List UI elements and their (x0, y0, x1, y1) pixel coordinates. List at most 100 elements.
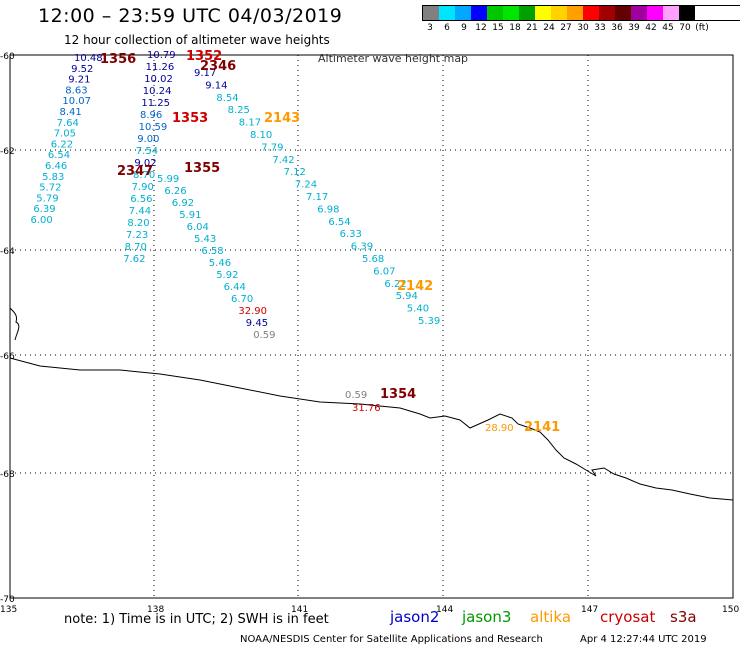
wave-height-value: 0.59 (253, 330, 275, 341)
wave-height-value: 8.96 (140, 110, 162, 121)
lat-tick-label: -60 (0, 52, 15, 62)
legend-swatch (663, 6, 679, 20)
legend-swatch (599, 6, 615, 20)
wave-height-value: 5.43 (194, 234, 216, 245)
grid-lines (10, 55, 733, 598)
legend-label: 45 (662, 23, 674, 33)
wave-height-value: 5.39 (418, 316, 440, 327)
wave-height-value: 7.90 (132, 182, 154, 193)
wave-height-value: 8.20 (127, 218, 149, 229)
legend-swatch (439, 6, 455, 20)
wave-height-value: 7.79 (261, 142, 283, 153)
wave-height-value: 32.90 (238, 306, 267, 317)
legend-swatch (647, 6, 663, 20)
legend-swatch (519, 6, 535, 20)
wave-height-value: 7.12 (284, 167, 306, 178)
wave-height-value: 9.45 (246, 318, 268, 329)
legend-label: 24 (543, 23, 555, 33)
timestamp-text: Apr 4 12:27:44 UTC 2019 (580, 634, 707, 645)
lon-tick-label: 138 (147, 605, 164, 615)
wave-height-values: 10.489.529.218.6310.078.417.647.056.226.… (31, 50, 514, 434)
wave-height-value: 10.02 (144, 74, 173, 85)
wave-height-value: 7.42 (272, 155, 294, 166)
coastline (9, 307, 734, 501)
legend-label: 39 (628, 23, 640, 33)
lat-tick-label: -70 (0, 595, 15, 605)
credit-text: NOAA/NESDIS Center for Satellite Applica… (240, 634, 543, 645)
legend-swatches (422, 5, 740, 21)
wave-height-value: 5.91 (179, 210, 201, 221)
wave-height-value: 6.04 (187, 222, 209, 233)
wave-height-value: 8.17 (239, 118, 261, 129)
coastline-main (9, 357, 734, 501)
legend-swatch (551, 6, 567, 20)
pass-id-label: 2346 (200, 59, 236, 74)
wave-height-value: 7.05 (54, 129, 76, 140)
frame-border (9, 54, 734, 599)
legend-label: 36 (611, 23, 623, 33)
wave-height-value: 8.54 (216, 93, 238, 104)
wave-height-value: 6.07 (373, 266, 395, 277)
wave-height-value: 5.68 (362, 254, 384, 265)
wave-height-value: 8.10 (250, 130, 272, 141)
pass-id-label: 2141 (524, 420, 560, 435)
legend-swatch (567, 6, 583, 20)
lon-tick-label: 141 (291, 605, 308, 615)
lat-tick-label: -64 (0, 247, 15, 257)
wave-height-value: 8.70 (125, 242, 147, 253)
wave-height-value: 6.92 (172, 198, 194, 209)
lat-tick-label: -62 (0, 147, 15, 157)
wave-height-value: 7.54 (136, 146, 158, 157)
wave-height-value: 6.58 (201, 246, 223, 257)
wave-height-value: 10.24 (143, 86, 172, 97)
wave-height-value: 31.76 (352, 403, 381, 414)
wave-height-value: 6.39 (351, 242, 373, 253)
wave-height-value: 10.59 (139, 122, 168, 133)
wave-height-value: 6.54 (328, 217, 350, 228)
pass-id-label: 2142 (397, 279, 433, 294)
wave-height-value: 9.52 (71, 64, 93, 75)
wave-height-value: 7.44 (129, 206, 151, 217)
legend-swatch (487, 6, 503, 20)
wave-height-value: 11.26 (146, 62, 175, 73)
wave-height-value: 7.17 (306, 192, 328, 203)
satellite-name: jason2 (390, 608, 440, 626)
legend-swatch (455, 6, 471, 20)
wave-height-value: 9.00 (137, 134, 159, 145)
legend-label: 15 (492, 23, 504, 33)
satellite-name: jason3 (462, 608, 512, 626)
wave-height-value: 7.24 (295, 180, 317, 191)
lat-tick-label: -68 (0, 470, 15, 480)
wave-height-value: 8.70 (133, 170, 155, 181)
lon-tick-label: 150 (722, 605, 739, 615)
legend-label: 12 (475, 23, 487, 33)
wave-height-value: 5.79 (36, 193, 58, 204)
wave-height-value: 6.39 (33, 204, 55, 215)
wave-height-value: 5.40 (407, 304, 429, 315)
legend-label: 6 (444, 23, 450, 33)
pass-id-label: 1354 (380, 387, 416, 402)
wave-height-value: 8.41 (60, 107, 82, 118)
wave-height-value: 11.25 (141, 98, 170, 109)
lat-tick-label: -66 (0, 352, 15, 362)
wave-height-value: 9.17 (194, 68, 216, 79)
pass-id-label: 2143 (264, 111, 300, 126)
wave-height-value: 5.83 (42, 172, 64, 183)
color-legend: 3 6 9 12 15 18 21 24 27 30 33 36 39 42 45 70 (ft) (422, 5, 740, 35)
legend-label: 9 (461, 23, 467, 33)
legend-swatch (679, 6, 695, 20)
legend-label: 30 (577, 23, 589, 33)
legend-swatch (423, 6, 439, 20)
wave-height-value: 5.94 (396, 291, 418, 302)
legend-labels: 3 6 9 12 15 18 21 24 27 30 33 36 39 42 45 70 (ft) (422, 21, 740, 35)
wave-height-value: 6.46 (45, 161, 67, 172)
wave-height-value: 6.26 (164, 186, 186, 197)
wave-height-value: 5.99 (157, 174, 179, 185)
wave-height-value: 0.59 (345, 390, 367, 401)
wave-height-value: 5.72 (39, 183, 61, 194)
wave-height-value: 8.25 (228, 105, 250, 116)
wave-height-value: 7.23 (126, 230, 148, 241)
wave-height-value: 10.48 (74, 53, 103, 64)
legend-swatch (471, 6, 487, 20)
